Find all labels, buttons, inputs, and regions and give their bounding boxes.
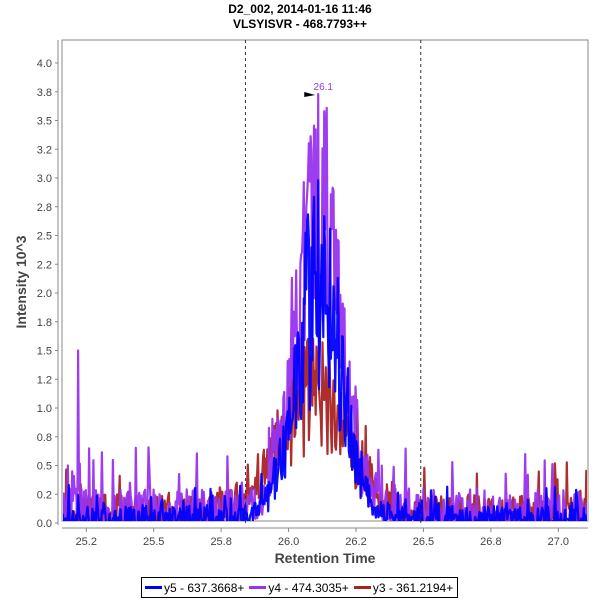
y-tick-label: 4.0 bbox=[37, 58, 52, 70]
chromatogram-plot: 0.0 0.2 0.5 0.8 1.0 1.2 1.5 1.8 2.0 2.2 2.5 2.8 3.0 3… bbox=[13, 39, 589, 566]
legend-label: y5 - 637.3668+ bbox=[164, 580, 245, 595]
y-tick-label: 1.5 bbox=[37, 346, 52, 358]
legend-item: y3 - 361.2194+ bbox=[353, 580, 454, 595]
annotations: 26.1 bbox=[244, 40, 422, 523]
x-tick-label: 25.2 bbox=[76, 536, 97, 548]
plot-area bbox=[63, 93, 587, 521]
series-line-y5 bbox=[63, 179, 587, 521]
y-tick-label: 2.2 bbox=[37, 259, 52, 271]
y-tick-label: 0.0 bbox=[37, 518, 52, 530]
x-tick-label: 26.8 bbox=[480, 536, 501, 548]
peak-label: 26.1 bbox=[314, 82, 334, 93]
x-tick-label: 27.0 bbox=[548, 536, 569, 548]
x-tick-label: 26.5 bbox=[413, 536, 434, 548]
y-tick-label: 0.8 bbox=[37, 432, 52, 444]
y-tick-label: 2.8 bbox=[37, 202, 52, 214]
chart-subtitle: VLSYISVR - 468.7793++ bbox=[232, 17, 368, 31]
y-tick-label: 2.0 bbox=[37, 288, 52, 300]
y-tick-label: 3.2 bbox=[37, 144, 52, 156]
y-tick-label: 3.5 bbox=[37, 116, 52, 128]
y-tick-label: 1.2 bbox=[37, 374, 52, 386]
legend-swatch bbox=[145, 586, 162, 589]
x-tick-label: 26.0 bbox=[278, 536, 299, 548]
legend-label: y4 - 474.3035+ bbox=[268, 580, 349, 595]
y-axis-title: Intensity 10^3 bbox=[13, 235, 29, 328]
y-tick-label: 0.5 bbox=[37, 461, 52, 473]
legend: y5 - 637.3668+ y4 - 474.3035+ y3 - 361.219… bbox=[141, 577, 459, 598]
y-tick-label: 1.8 bbox=[37, 317, 52, 329]
legend-item: y4 - 474.3035+ bbox=[249, 580, 349, 595]
y-tick-label: 3.8 bbox=[37, 87, 52, 99]
x-tick-label: 25.8 bbox=[210, 536, 231, 548]
y-tick-label: 1.0 bbox=[37, 403, 52, 415]
x-axis-title: Retention Time bbox=[275, 550, 376, 566]
legend-swatch bbox=[249, 586, 267, 589]
y-tick-label: 2.5 bbox=[37, 231, 52, 243]
y-tick-label: 0.2 bbox=[37, 489, 52, 501]
x-tick-label: 26.2 bbox=[345, 536, 366, 548]
legend-swatch bbox=[353, 586, 371, 589]
chart-title: D2_002, 2014-01-16 11:46 bbox=[228, 2, 372, 16]
legend-item: y5 - 637.3668+ bbox=[145, 581, 244, 595]
y-tick-label: 3.0 bbox=[37, 173, 52, 185]
x-tick-label: 25.5 bbox=[143, 536, 164, 548]
peak-marker-arrow-icon bbox=[304, 92, 316, 98]
legend-label: y3 - 361.2194+ bbox=[372, 580, 454, 595]
